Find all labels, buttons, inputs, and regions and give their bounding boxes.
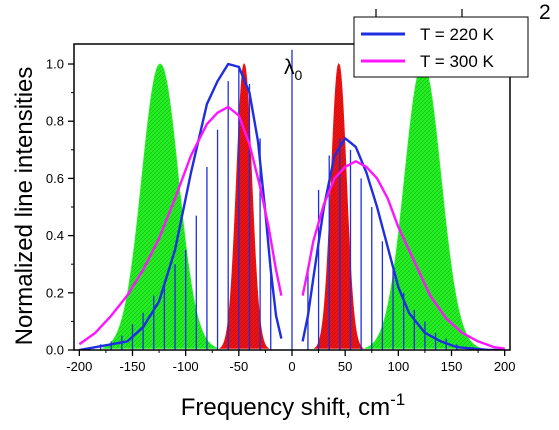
series-line-0-segment-0: [79, 62, 283, 350]
filled-peaks-layer: [102, 62, 481, 349]
x-axis-ticks: -200 -150 -100 -50 0 50 100 150 200: [66, 350, 516, 374]
y-tick-label-5: 1.0: [46, 57, 64, 72]
legend: T = 220 K T = 300 K: [353, 16, 529, 78]
y-tick-label-2: 0.4: [46, 228, 64, 243]
y-tick-label-3: 0.6: [46, 171, 64, 186]
series-line-0-segment-1: [301, 137, 505, 350]
x-tick-label-0: -200: [66, 359, 92, 374]
x-tick-label-4: 0: [288, 359, 295, 374]
y-tick-label-0: 0.0: [46, 343, 64, 358]
filled-peak-0: [102, 63, 219, 349]
x-tick-label-6: 100: [387, 359, 409, 374]
x-tick-label-3: -50: [229, 359, 248, 374]
legend-label-t220: T = 220 K: [420, 25, 495, 44]
y-axis-title: Normalized line intensities: [11, 67, 38, 346]
x-tick-label-7: 150: [441, 359, 463, 374]
x-tick-label-1: -150: [119, 359, 145, 374]
y-axis-ticks: 0.0 0.2 0.4 0.6 0.8 1.0: [46, 57, 74, 358]
y-tick-label-1: 0.2: [46, 285, 64, 300]
series-layer: [78, 62, 505, 350]
legend-label-t300: T = 300 K: [420, 52, 495, 71]
y-tick-label-4: 0.8: [46, 114, 64, 129]
lambda-zero-label: λ0: [284, 56, 303, 83]
legend-box: [353, 16, 529, 78]
series-line-1-segment-0: [78, 105, 283, 346]
x-axis-title: Frequency shift, cm-1: [181, 390, 406, 421]
x-tick-label-5: 50: [338, 359, 352, 374]
panel-number-label: 2: [539, 1, 551, 24]
x-tick-label-8: 200: [494, 359, 516, 374]
x-tick-label-2: -100: [173, 359, 199, 374]
series-line-1-segment-1: [301, 160, 505, 350]
